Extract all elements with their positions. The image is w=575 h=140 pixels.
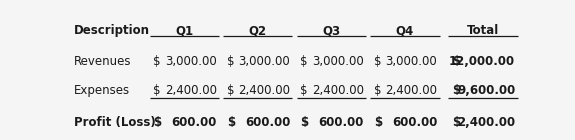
Text: 600.00: 600.00 — [245, 116, 290, 129]
Text: $: $ — [154, 116, 162, 129]
Text: 3,000.00: 3,000.00 — [386, 55, 438, 67]
Text: 3,000.00: 3,000.00 — [165, 55, 217, 67]
Text: $: $ — [301, 55, 308, 67]
Text: Expenses: Expenses — [74, 84, 130, 97]
Text: $: $ — [374, 116, 382, 129]
Text: 2,400.00: 2,400.00 — [312, 84, 364, 97]
Text: $: $ — [301, 116, 309, 129]
Text: $: $ — [452, 84, 460, 97]
Text: Q4: Q4 — [396, 24, 414, 37]
Text: Q3: Q3 — [323, 24, 340, 37]
Text: $: $ — [227, 84, 235, 97]
Text: $: $ — [227, 116, 235, 129]
Text: $: $ — [301, 84, 308, 97]
Text: 2,400.00: 2,400.00 — [164, 84, 217, 97]
Text: Description: Description — [74, 24, 150, 37]
Text: 2,400.00: 2,400.00 — [457, 116, 515, 129]
Text: 3,000.00: 3,000.00 — [312, 55, 364, 67]
Text: 3,000.00: 3,000.00 — [239, 55, 290, 67]
Text: 2,400.00: 2,400.00 — [385, 84, 438, 97]
Text: 600.00: 600.00 — [171, 116, 217, 129]
Text: 9,600.00: 9,600.00 — [457, 84, 515, 97]
Text: $: $ — [154, 55, 161, 67]
Text: 600.00: 600.00 — [392, 116, 438, 129]
Text: Total: Total — [467, 24, 499, 37]
Text: 600.00: 600.00 — [319, 116, 364, 129]
Text: Profit (Loss): Profit (Loss) — [74, 116, 156, 129]
Text: Q1: Q1 — [175, 24, 193, 37]
Text: Q2: Q2 — [249, 24, 267, 37]
Text: 2,400.00: 2,400.00 — [238, 84, 290, 97]
Text: $: $ — [374, 55, 381, 67]
Text: $: $ — [227, 55, 235, 67]
Text: $: $ — [374, 84, 381, 97]
Text: Revenues: Revenues — [74, 55, 132, 67]
Text: $: $ — [154, 84, 161, 97]
Text: $: $ — [452, 116, 460, 129]
Text: 12,000.00: 12,000.00 — [449, 55, 515, 67]
Text: $: $ — [452, 55, 460, 67]
